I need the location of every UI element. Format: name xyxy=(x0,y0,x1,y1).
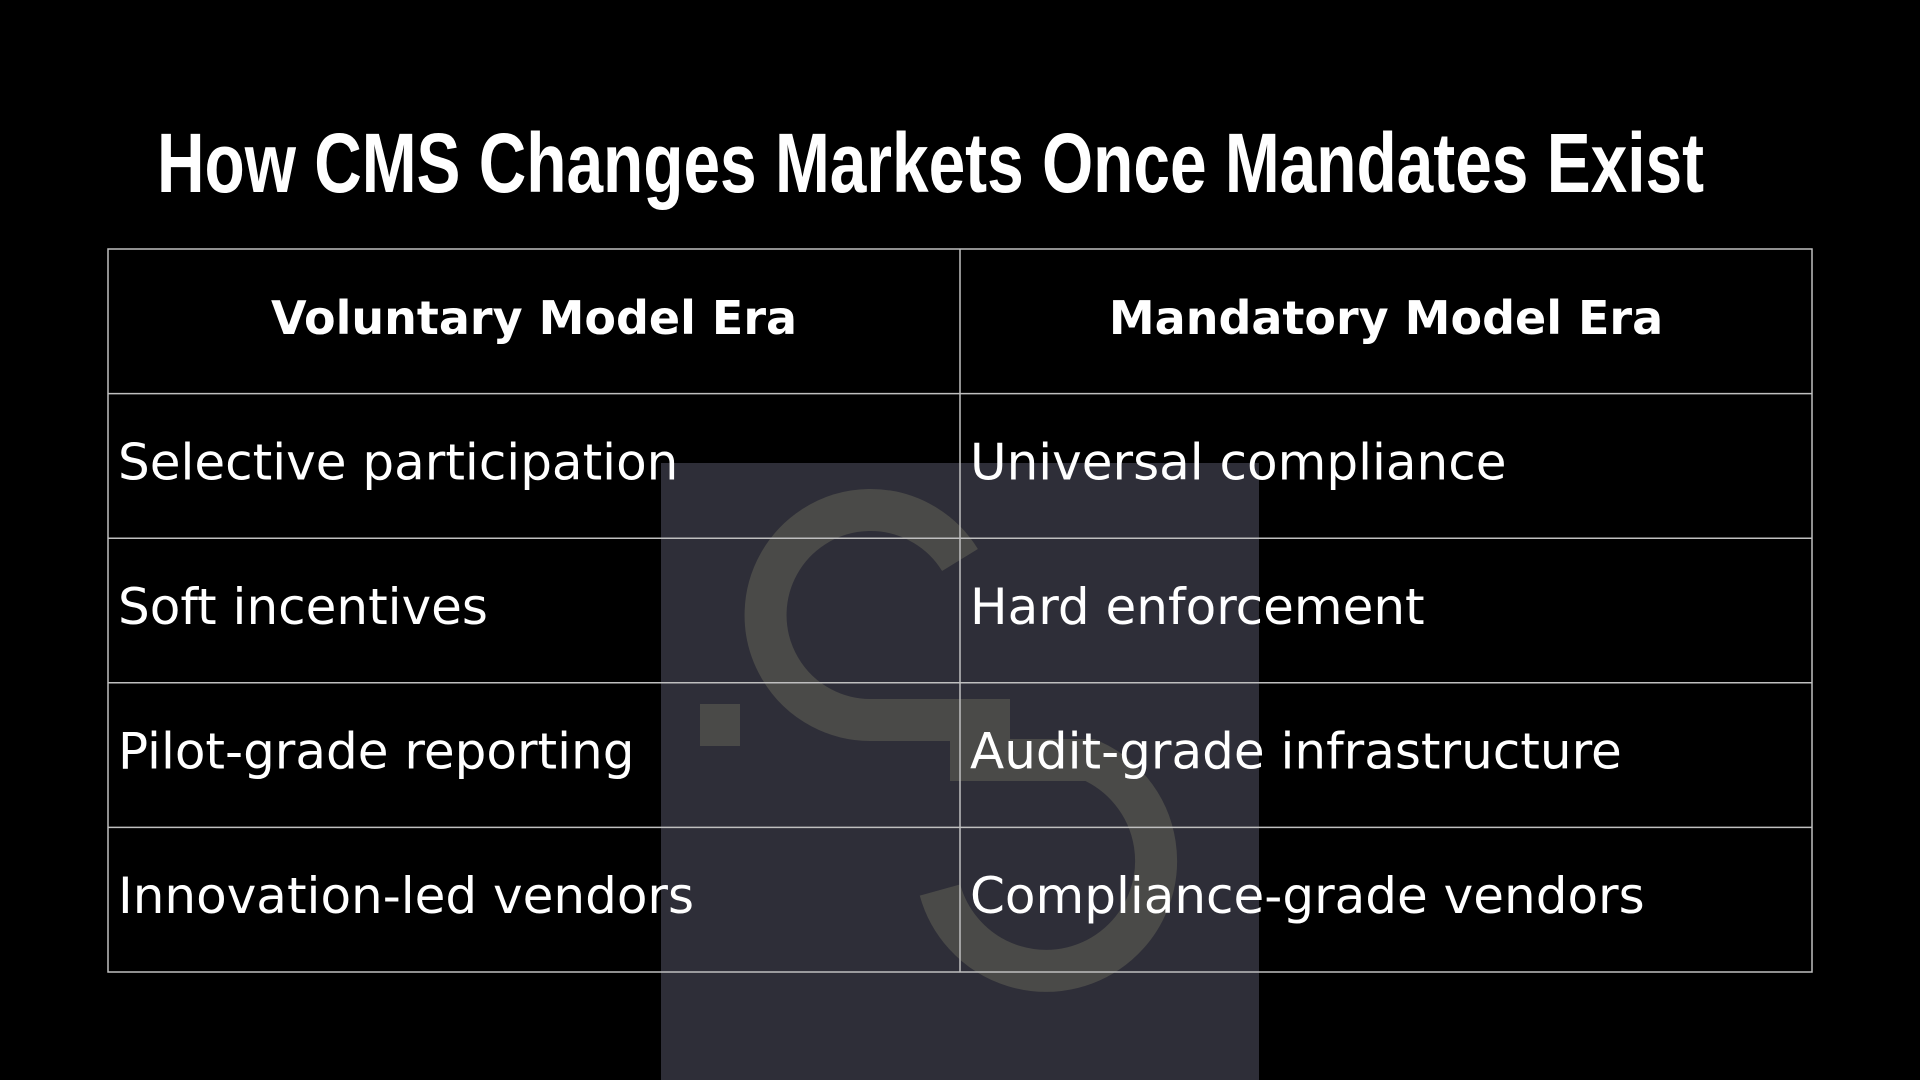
table-cell: Innovation-led vendors xyxy=(118,867,694,925)
column-header: Voluntary Model Era xyxy=(271,291,797,345)
table-cell: Universal compliance xyxy=(970,433,1506,491)
table-cell: Pilot-grade reporting xyxy=(118,723,634,781)
table-cell: Audit-grade infrastructure xyxy=(970,723,1622,781)
table-cell: Hard enforcement xyxy=(970,578,1425,636)
table-cell: Compliance-grade vendors xyxy=(970,867,1645,925)
table-cell: Soft incentives xyxy=(118,578,488,636)
column-header: Mandatory Model Era xyxy=(1109,291,1663,345)
table-cell: Selective participation xyxy=(118,433,678,491)
title: How CMS Changes Markets Once Mandates Ex… xyxy=(157,116,1704,210)
table: Voluntary Model Era Mandatory Model Era Se… xyxy=(107,248,1813,973)
